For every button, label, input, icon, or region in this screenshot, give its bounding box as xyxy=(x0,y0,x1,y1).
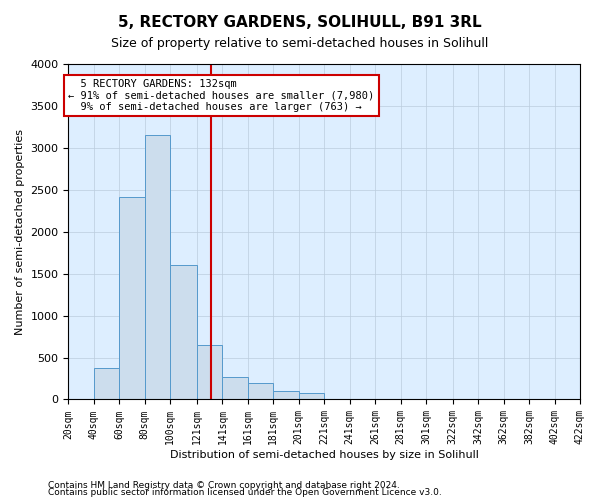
X-axis label: Distribution of semi-detached houses by size in Solihull: Distribution of semi-detached houses by … xyxy=(170,450,479,460)
Bar xyxy=(197,345,223,400)
Text: 5 RECTORY GARDENS: 132sqm
← 91% of semi-detached houses are smaller (7,980)
  9%: 5 RECTORY GARDENS: 132sqm ← 91% of semi-… xyxy=(68,79,374,112)
Text: Contains public sector information licensed under the Open Government Licence v3: Contains public sector information licen… xyxy=(48,488,442,497)
Bar xyxy=(223,377,248,400)
Bar xyxy=(248,382,273,400)
Bar xyxy=(299,393,324,400)
Y-axis label: Number of semi-detached properties: Number of semi-detached properties xyxy=(15,128,25,334)
Bar xyxy=(170,266,197,400)
Bar xyxy=(94,368,119,400)
Text: Size of property relative to semi-detached houses in Solihull: Size of property relative to semi-detach… xyxy=(112,38,488,51)
Text: Contains HM Land Registry data © Crown copyright and database right 2024.: Contains HM Land Registry data © Crown c… xyxy=(48,480,400,490)
Text: 5, RECTORY GARDENS, SOLIHULL, B91 3RL: 5, RECTORY GARDENS, SOLIHULL, B91 3RL xyxy=(118,15,482,30)
Bar xyxy=(145,136,170,400)
Bar xyxy=(273,391,299,400)
Bar xyxy=(119,196,145,400)
